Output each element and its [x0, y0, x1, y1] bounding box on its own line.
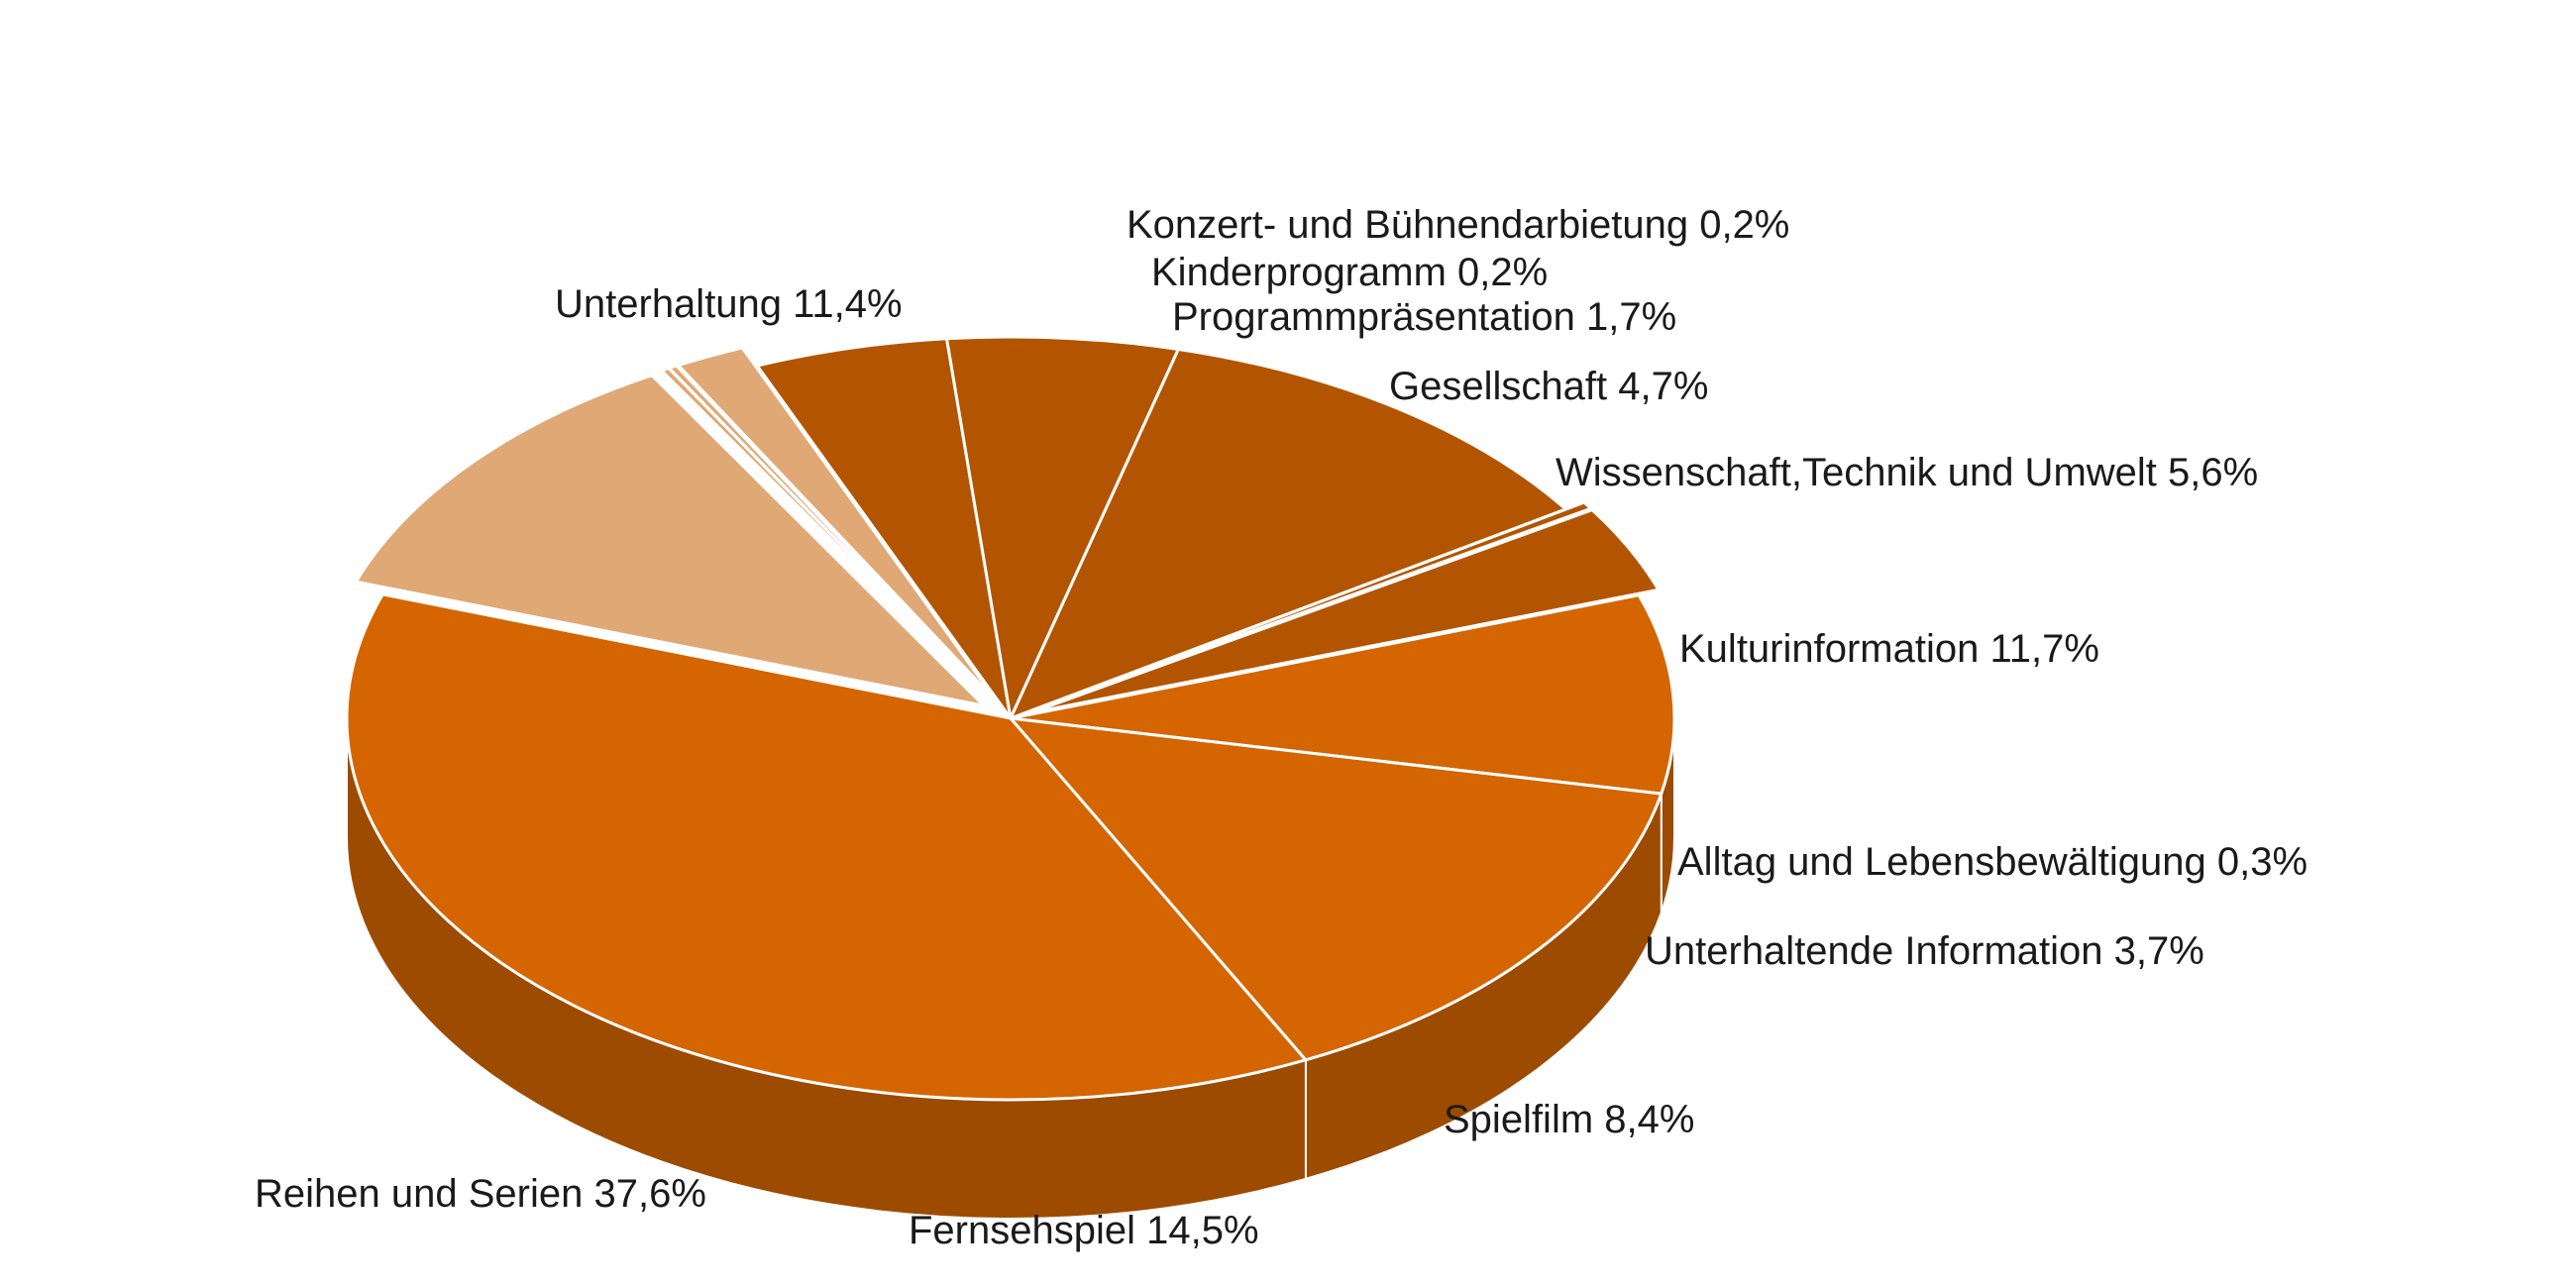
slice-label-kinderprogramm: Kinderprogramm 0,2%: [1151, 251, 1548, 294]
pie-slice-fernsehspiel: [1009, 716, 1664, 1062]
slice-label-konzert: Konzert- und Bühnendarbietung 0,2%: [1127, 203, 1789, 247]
pie-slice-gesellschaft: [755, 337, 1013, 720]
slice-label-alltag: Alltag und Lebensbewältigung 0,3%: [1677, 840, 2308, 884]
pie-slice-alltag-und-lebensbewaeltigung: [1027, 500, 1593, 713]
slice-label-fernsehspiel: Fernsehspiel 14,5%: [909, 1209, 1259, 1252]
pie-slice-reihen-und-serien: [345, 592, 1308, 1102]
pie-slice-unterhaltende-information: [1028, 508, 1661, 715]
slice-labels: Konzert- und Bühnendarbietung 0,2% Kinde…: [255, 203, 2308, 1252]
pie-slice-unterhaltung: [354, 374, 986, 707]
slice-label-reihen-und-serien: Reihen und Serien 37,6%: [255, 1172, 706, 1216]
slice-label-spielfilm: Spielfilm 8,4%: [1444, 1098, 1694, 1141]
pie-slice-kinderprogramm: [667, 364, 996, 702]
pie-slice-kulturinformation: [1009, 348, 1567, 720]
pie-slice-spielfilm: [1009, 593, 1676, 796]
slice-label-wissenschaft: Wissenschaft,Technik und Umwelt 5,6%: [1556, 451, 2258, 494]
pie-slices: [345, 335, 1676, 1220]
slice-label-kulturinformation: Kulturinformation 11,7%: [1679, 627, 2099, 671]
pie-slice-wissenschaft-technik-und-umwelt: [945, 335, 1180, 720]
slice-label-unterhaltung: Unterhaltung 11,4%: [555, 282, 903, 326]
pie-slice-programmpraesentation: [677, 346, 998, 702]
slice-label-programmpraesentation: Programmpräsentation 1,7%: [1172, 295, 1676, 339]
slice-label-unterhaltende-information: Unterhaltende Information 3,7%: [1645, 929, 2204, 973]
slice-label-gesellschaft: Gesellschaft 4,7%: [1389, 365, 1708, 408]
